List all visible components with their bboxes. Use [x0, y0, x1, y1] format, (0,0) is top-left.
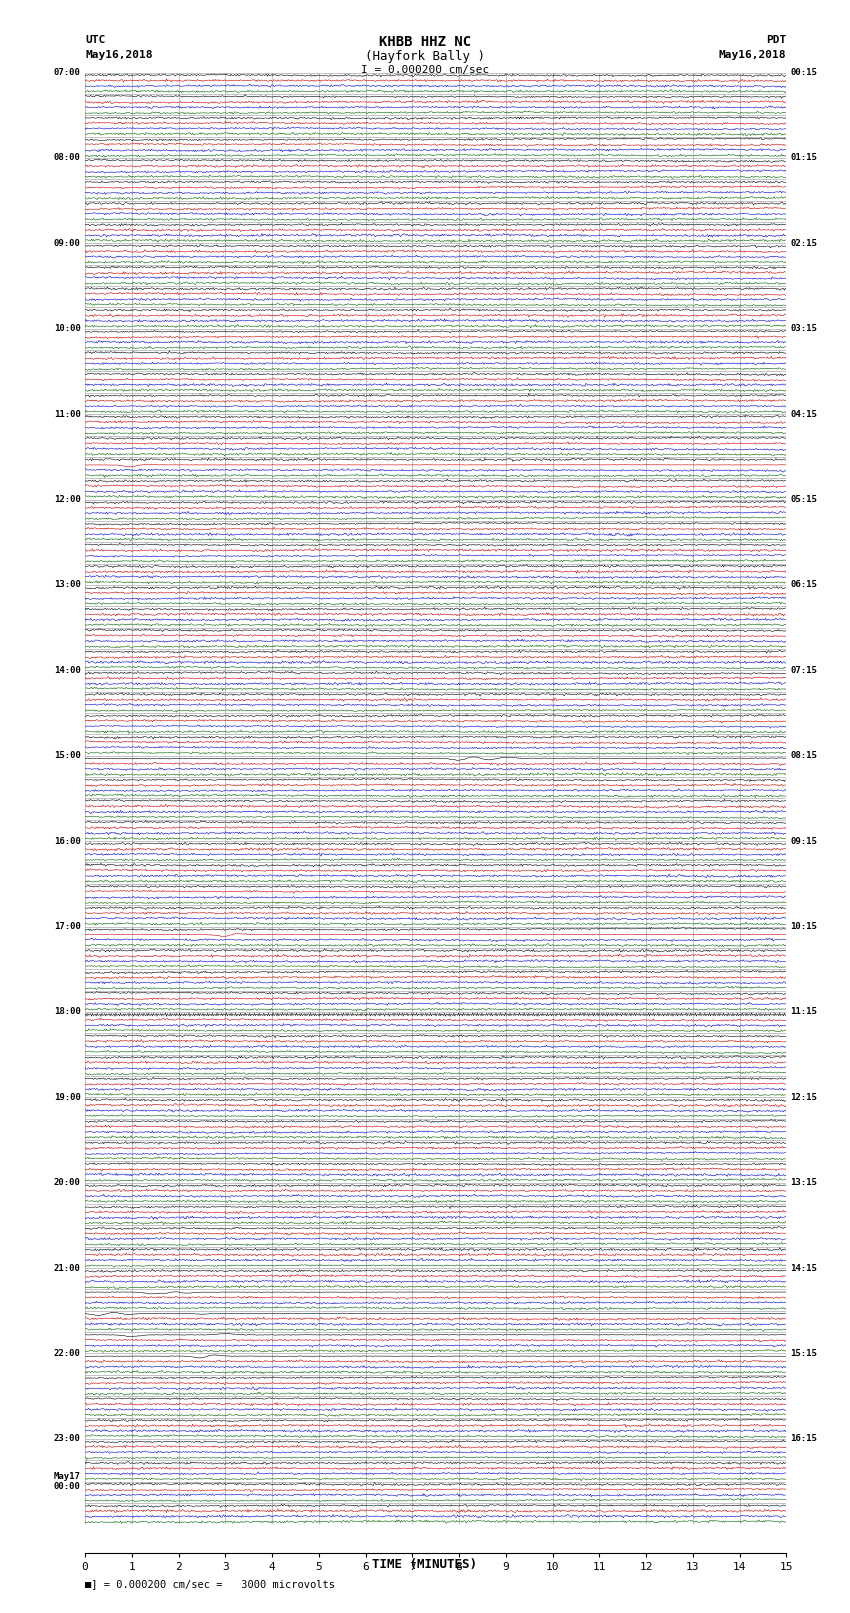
Text: 07:00: 07:00: [54, 68, 81, 77]
Text: 10:00: 10:00: [54, 324, 81, 334]
Text: 11:00: 11:00: [54, 410, 81, 419]
Text: May17
00:00: May17 00:00: [54, 1473, 81, 1492]
Text: TIME (MINUTES): TIME (MINUTES): [372, 1558, 478, 1571]
Text: 01:15: 01:15: [790, 153, 818, 163]
Text: 09:00: 09:00: [54, 239, 81, 248]
Text: (Hayfork Bally ): (Hayfork Bally ): [365, 50, 485, 63]
Text: 15:15: 15:15: [790, 1348, 818, 1358]
Text: May16,2018: May16,2018: [85, 50, 152, 60]
Text: I = 0.000200 cm/sec: I = 0.000200 cm/sec: [361, 65, 489, 74]
Text: 16:15: 16:15: [790, 1434, 818, 1444]
Text: May16,2018: May16,2018: [719, 50, 786, 60]
Text: 21:00: 21:00: [54, 1263, 81, 1273]
Text: 22:00: 22:00: [54, 1348, 81, 1358]
Text: 17:00: 17:00: [54, 923, 81, 931]
Text: 07:15: 07:15: [790, 666, 818, 674]
Text: 11:15: 11:15: [790, 1008, 818, 1016]
Text: 12:15: 12:15: [790, 1094, 818, 1102]
Text: ■] = 0.000200 cm/sec =   3000 microvolts: ■] = 0.000200 cm/sec = 3000 microvolts: [85, 1579, 335, 1589]
Text: PDT: PDT: [766, 35, 786, 45]
Text: 23:00: 23:00: [54, 1434, 81, 1444]
Text: 05:15: 05:15: [790, 495, 818, 503]
Text: 00:15: 00:15: [790, 68, 818, 77]
Text: 04:15: 04:15: [790, 410, 818, 419]
Text: 08:15: 08:15: [790, 752, 818, 760]
Text: 12:00: 12:00: [54, 495, 81, 503]
Text: 15:00: 15:00: [54, 752, 81, 760]
Text: UTC: UTC: [85, 35, 105, 45]
Text: 14:15: 14:15: [790, 1263, 818, 1273]
Text: 13:15: 13:15: [790, 1177, 818, 1187]
Text: 14:00: 14:00: [54, 666, 81, 674]
Text: 13:00: 13:00: [54, 581, 81, 589]
Text: KHBB HHZ NC: KHBB HHZ NC: [379, 35, 471, 50]
Text: 03:15: 03:15: [790, 324, 818, 334]
Text: 18:00: 18:00: [54, 1008, 81, 1016]
Text: 02:15: 02:15: [790, 239, 818, 248]
Text: 20:00: 20:00: [54, 1177, 81, 1187]
Text: 16:00: 16:00: [54, 837, 81, 845]
Text: 09:15: 09:15: [790, 837, 818, 845]
Text: 06:15: 06:15: [790, 581, 818, 589]
Text: 10:15: 10:15: [790, 923, 818, 931]
Text: 08:00: 08:00: [54, 153, 81, 163]
Text: 19:00: 19:00: [54, 1094, 81, 1102]
